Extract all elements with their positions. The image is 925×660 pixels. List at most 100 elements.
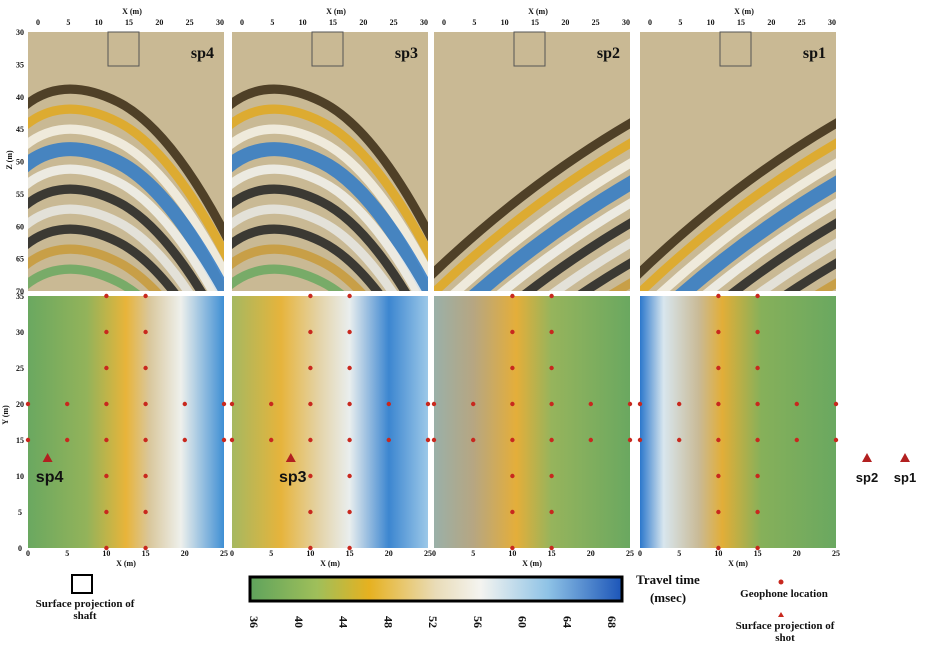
geophone (308, 294, 312, 298)
geophone (104, 474, 108, 478)
top-tick-label: 25 (390, 18, 398, 27)
map-x-tick-label: 15 (346, 549, 354, 558)
colorbar (250, 577, 622, 601)
top-tick-label: 20 (561, 18, 569, 27)
panel-label: sp1 (803, 45, 826, 62)
shot-label: sp3 (279, 469, 307, 486)
geophone (308, 438, 312, 442)
geophone (26, 438, 30, 442)
depth-tick-label: 35 (16, 60, 24, 69)
colorbar-tick-label: 64 (560, 616, 574, 628)
geophone (510, 510, 514, 514)
geophone (26, 402, 30, 406)
geophone (230, 438, 234, 442)
geophone (432, 402, 436, 406)
geophone-symbol (779, 580, 784, 585)
geophone (510, 438, 514, 442)
top-axis-label: X (m) (528, 7, 548, 16)
top-tick-label: 10 (707, 18, 715, 27)
top-tick-label: 10 (501, 18, 509, 27)
geophone (628, 438, 632, 442)
geophone (308, 402, 312, 406)
top-tick-label: 30 (216, 18, 224, 27)
geophone (471, 438, 475, 442)
map-x-tick-label: 20 (793, 549, 801, 558)
geophone (716, 294, 720, 298)
depth-tick-label: 50 (16, 158, 24, 167)
geophone (104, 330, 108, 334)
map-x-tick-label: 0 (230, 549, 234, 558)
depth-tick-label: 30 (16, 28, 24, 37)
geophone (426, 402, 430, 406)
geophone (104, 294, 108, 298)
colorbar-tick-label: 56 (471, 616, 485, 628)
depth-axis-label: Z (m) (5, 150, 14, 170)
geophone (471, 402, 475, 406)
geophone (628, 402, 632, 406)
geophone (347, 438, 351, 442)
map-x-tick-label: 10 (508, 549, 516, 558)
map-x-tick-label: 5 (269, 549, 273, 558)
shaft-legend: Surface projection of shaft (30, 598, 140, 622)
geophone (755, 402, 759, 406)
colorbar-title: Travel time (636, 572, 700, 587)
geophone (143, 474, 147, 478)
geophone (549, 402, 553, 406)
geophone (104, 366, 108, 370)
colorbar-tick-label: 48 (381, 616, 395, 628)
top-tick-label: 5 (270, 18, 274, 27)
map-panel (640, 296, 836, 548)
top-tick-label: 30 (420, 18, 428, 27)
top-tick-label: 10 (299, 18, 307, 27)
top-tick-label: 20 (155, 18, 163, 27)
geophone (510, 474, 514, 478)
geophone (432, 438, 436, 442)
geophone (510, 366, 514, 370)
geophone (755, 330, 759, 334)
top-tick-label: 0 (36, 18, 40, 27)
top-tick-label: 15 (329, 18, 337, 27)
geophone (183, 402, 187, 406)
geophone (308, 510, 312, 514)
map-x-tick-label: 25 (424, 549, 432, 558)
map-panel (28, 296, 224, 548)
map-x-tick-label: 5 (677, 549, 681, 558)
geophone-legend: Geophone location (736, 588, 832, 600)
geophone (269, 402, 273, 406)
depth-tick-label: 60 (16, 222, 24, 231)
map-x-tick-label: 25 (626, 549, 634, 558)
panel-label: sp2 (597, 45, 620, 62)
shot-marker (862, 453, 872, 462)
map-x-tick-label: 10 (714, 549, 722, 558)
geophone (795, 402, 799, 406)
map-x-tick-label: 0 (26, 549, 30, 558)
map-y-tick-label: 10 (16, 472, 24, 481)
map-x-tick-label: 0 (432, 549, 436, 558)
top-tick-label: 5 (678, 18, 682, 27)
geophone (677, 402, 681, 406)
map-x-tick-label: 20 (385, 549, 393, 558)
geophone (510, 294, 514, 298)
depth-tick-label: 65 (16, 255, 24, 264)
figure: sp4X (m)051015202530sp40510152025X (m)sp… (0, 0, 925, 660)
depth-tick-label: 40 (16, 93, 24, 102)
top-tick-label: 20 (359, 18, 367, 27)
geophone (549, 438, 553, 442)
shot-legend: Surface projection of shot (730, 620, 840, 644)
top-tick-label: 0 (648, 18, 652, 27)
geophone (143, 366, 147, 370)
geophone (677, 438, 681, 442)
geophone (65, 402, 69, 406)
map-x-axis-label: X (m) (728, 559, 748, 568)
geophone (308, 474, 312, 478)
map-y-tick-label: 20 (16, 400, 24, 409)
top-tick-label: 20 (767, 18, 775, 27)
top-tick-label: 25 (186, 18, 194, 27)
geophone (549, 366, 553, 370)
map-x-tick-label: 20 (587, 549, 595, 558)
colorbar-tick-label: 60 (516, 616, 530, 628)
colorbar-tick-label: 68 (605, 616, 619, 628)
map-x-tick-label: 5 (65, 549, 69, 558)
top-tick-label: 15 (125, 18, 133, 27)
geophone (510, 330, 514, 334)
